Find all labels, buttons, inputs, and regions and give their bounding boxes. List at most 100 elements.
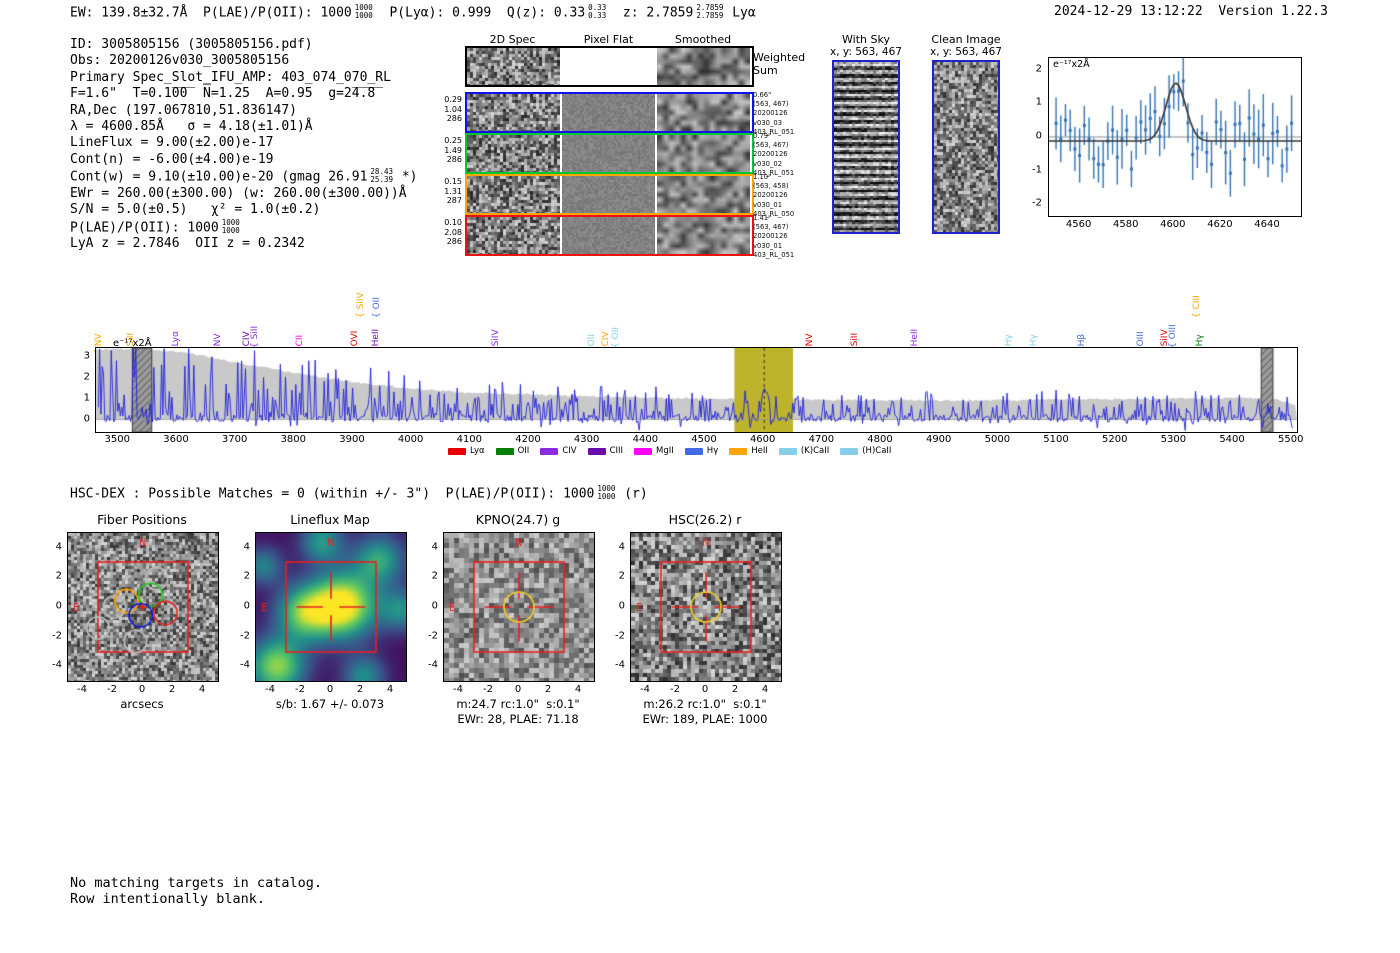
legend-item-oii: OII (495, 446, 529, 456)
line-legend: Lyα OII CIV CIII MgII Hγ HeII (K)CaII (H)CaII (448, 446, 891, 456)
spec2d-cutout-image (657, 217, 750, 254)
cutout-ytick: -4 (615, 659, 625, 671)
main-xtick: 3500 (104, 434, 131, 445)
spec2d-cutout-image (467, 176, 560, 213)
spec2d-cutout-image (657, 94, 750, 131)
main-xtick: 3800 (280, 434, 307, 445)
main-xtick: 4800 (867, 434, 893, 445)
cutout-ytick: -2 (615, 630, 625, 642)
legend-swatch (684, 447, 703, 455)
spec2d-exposure-row (465, 133, 754, 174)
main-xtick: 4300 (573, 434, 600, 445)
cutout-ytick: 0 (431, 600, 438, 612)
info-line: S/N = 5.0(±0.5) χ² = 1.0(±0.2) (70, 202, 321, 218)
footer-line-1: No matching targets in catalog. (70, 875, 322, 891)
inset-ytick: -2 (1032, 197, 1042, 209)
cutout-ytick: -4 (52, 659, 62, 671)
cutout-xtick: 4 (198, 684, 206, 695)
spec2d-left-stats: 0.29 1.04 286 (444, 95, 462, 124)
cutout-xtick: 4 (574, 684, 582, 695)
spec2d-cutout-image (562, 135, 655, 172)
cutout-xtick: 4 (761, 684, 769, 695)
legend-swatch (778, 447, 797, 455)
legend-swatch (587, 447, 606, 455)
legend-item-hγ: Hγ (684, 446, 718, 456)
cutout-title-2: KPNO(24.7) g (475, 512, 561, 527)
cleanimage-title: Clean Image x, y: 563, 467 (930, 33, 1002, 58)
cutout-xlabel2: EWr: 28, PLAE: 71.18 (457, 712, 579, 726)
legend-item-ciii: CIII (587, 446, 623, 456)
cutout-xtick: -4 (265, 684, 275, 695)
cutout-xtick: -4 (453, 684, 463, 695)
main-xtick: 3700 (221, 434, 248, 445)
cutout-xtick: -2 (295, 684, 305, 695)
inset-ytick: 0 (1035, 130, 1042, 142)
cutout-xtick: 2 (731, 684, 739, 695)
cutout-xtick: 0 (138, 684, 146, 695)
cutout-image-viridis (255, 532, 407, 682)
col-title-2dspec: 2D Spec (489, 33, 536, 46)
legend-swatch (495, 447, 514, 455)
cutout-xlabel: m:26.2 rc:1.0" s:0.1" (643, 697, 767, 711)
main-xtick: 5500 (1277, 434, 1304, 445)
cutout-title-0: Fiber Positions (97, 512, 187, 527)
cutout-xtick: 0 (701, 684, 709, 695)
spec2d-right-meta: 0.66" (563, 467) 20200126 v030_03 403_RL_051 (753, 91, 795, 136)
full-spectrum-plot (95, 347, 1298, 433)
spec2d-left-stats: 0.25 1.49 286 (444, 136, 462, 165)
info-line: Primary Spec_Slot_IFU_AMP: 403_074_070_R… (70, 69, 391, 85)
main-xtick: 4200 (515, 434, 541, 445)
cutout-xtick: 4 (386, 684, 394, 695)
legend-swatch (540, 447, 559, 455)
footer-line-2: Row intentionally blank. (70, 890, 266, 907)
cutout-ytick: 0 (618, 600, 625, 612)
info-line: ID: 3005805156 (3005805156.pdf) (70, 37, 313, 52)
spec2d-cutout-image (657, 176, 750, 213)
inset-xtick: 4640 (1254, 219, 1280, 230)
cutout-xtick: 0 (514, 684, 522, 695)
main-xtick: 4000 (397, 434, 424, 445)
col-title-smoothed: Smoothed (674, 33, 732, 46)
info-line: λ = 4600.85Å σ = 4.18(±1.01)Å (70, 119, 313, 135)
legend-item-hcaii: (H)CaII (840, 446, 891, 456)
main-ytick: 0 (83, 413, 90, 425)
main-xtick: 4700 (808, 434, 835, 445)
spec2d-cutout-image (467, 135, 560, 172)
inset-xtick: 4580 (1112, 219, 1139, 230)
spec2d-cutout-image (562, 94, 655, 131)
spec2d-cutout-image (467, 48, 560, 85)
spec2d-exposure-row (465, 174, 754, 215)
info-line: F=1.6" T=0.1̅0̅0̅ N̅=1.25 A=0.95 g=2̅4̅.… (70, 86, 376, 102)
footer-note: No matching targets in catalog. Row inte… (70, 875, 322, 907)
cutout-xtick: -2 (483, 684, 493, 695)
main-ytick: 2 (83, 371, 90, 383)
stacked-fraction: 0.33 0.33 (588, 3, 607, 20)
header-timestamp: 2024-12-29 13:12:22 Version 1.22.3 (1054, 4, 1328, 19)
main-xtick: 4100 (456, 434, 483, 445)
spec2d-exposure-row (465, 215, 754, 256)
info-line: P(LAE)/P(OII): 1000 1000 1000 (70, 217, 240, 236)
cutout-ytick: -2 (240, 630, 250, 642)
cutout-image-circle (443, 532, 595, 682)
line-marker-oiii: { OIII (1168, 324, 1179, 348)
legend-swatch (448, 447, 466, 455)
info-line: EWr = 260.00(±300.00) (w: 260.00(±300.00… (70, 185, 407, 201)
cutout-xlabel: m:24.7 rc:1.0" s:0.1" (456, 697, 580, 711)
spec2d-exposure-row (465, 92, 754, 133)
inset-ylabel: e⁻¹⁷x2Å (1053, 59, 1090, 70)
legend-item-civ: CIV (540, 446, 577, 456)
cutout-ytick: -4 (428, 659, 438, 671)
spec2d-left-stats: 0.10 2.08 286 (444, 218, 462, 247)
cutout-ytick: 4 (243, 541, 250, 553)
withsky-image (832, 60, 900, 234)
legend-item-mgii: MgII (634, 446, 674, 456)
main-ytick: 3 (83, 350, 90, 362)
info-line: Cont(w) = 9.10(±10.00)e-20 (gmag 26.91 28… (70, 167, 418, 185)
spec2d-weighted-row (465, 46, 754, 87)
weighted-sum-label: Weighted Sum (753, 51, 806, 77)
stacked-fraction: 1000 1000 (221, 217, 240, 235)
cutout-ytick: -2 (52, 630, 62, 642)
info-line: Obs: 20200126v030_3005805156 (70, 53, 290, 69)
cleanimage-image (932, 60, 1000, 234)
